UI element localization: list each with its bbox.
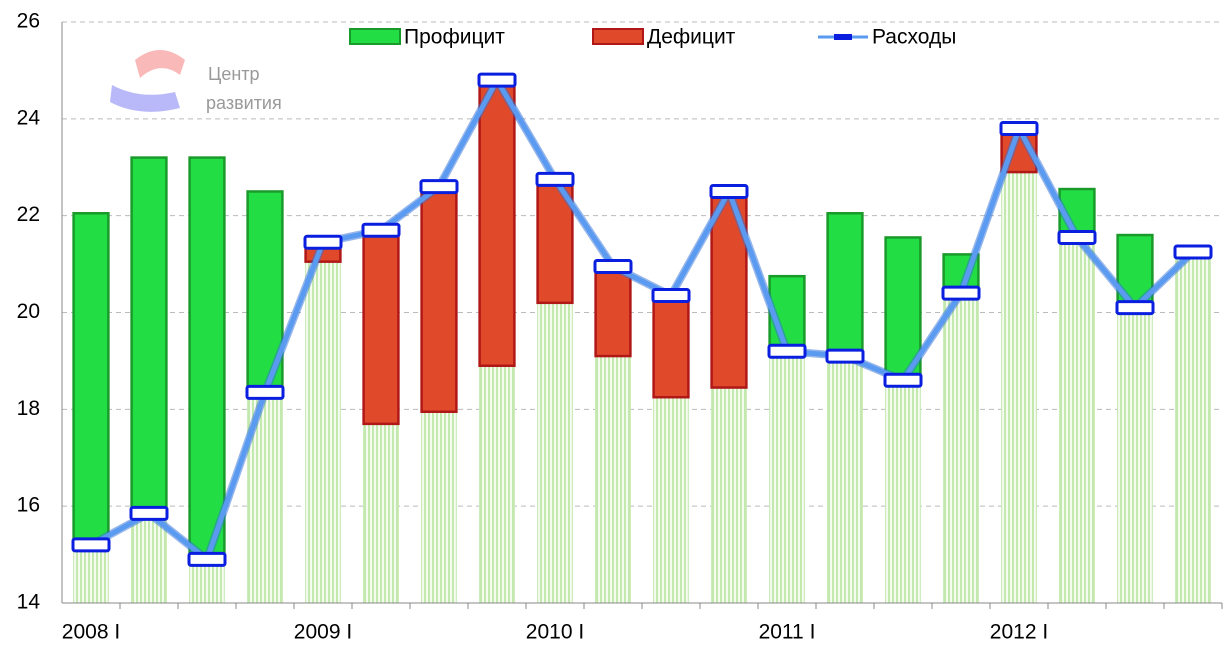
surplus-bar xyxy=(72,211,110,547)
surplus-bar xyxy=(188,156,226,561)
expenditure-marker xyxy=(767,343,807,359)
expenditure-marker xyxy=(419,179,459,195)
expenditure-marker xyxy=(651,288,691,304)
base-bar xyxy=(363,423,399,604)
y-tick-label: 26 xyxy=(17,10,40,33)
surplus-bar xyxy=(826,211,864,358)
x-tick-label: 2009 I xyxy=(294,621,352,644)
expenditure-marker xyxy=(883,372,923,388)
deficit-bar xyxy=(652,294,690,399)
y-tick-label: 24 xyxy=(17,106,41,129)
expenditure-line xyxy=(89,77,1195,562)
deficit-bar xyxy=(420,185,458,414)
legend-label: Расходы xyxy=(872,26,956,49)
legend-swatch xyxy=(349,28,401,45)
deficit-bar xyxy=(478,78,516,368)
y-tick-label: 18 xyxy=(17,397,40,420)
base-bar xyxy=(1001,171,1037,604)
x-tick-label: 2012 I xyxy=(990,621,1048,644)
x-tick-label: 2011 I xyxy=(759,621,816,644)
y-tick-label: 22 xyxy=(17,203,40,226)
base-bar xyxy=(1117,307,1153,604)
expenditure-marker xyxy=(593,259,633,275)
deficit-bar xyxy=(362,228,400,426)
deficit-bar xyxy=(594,265,632,358)
legend-swatch xyxy=(592,28,644,45)
expenditure-marker xyxy=(71,537,111,553)
base-bar xyxy=(421,411,457,604)
y-tick-label: 14 xyxy=(17,591,41,614)
base-bar xyxy=(1175,251,1211,604)
expenditure-marker xyxy=(709,183,749,199)
expenditure-marker xyxy=(1057,229,1097,245)
expenditure-marker xyxy=(1173,244,1213,260)
base-bar xyxy=(827,355,863,604)
base-bar xyxy=(943,292,979,604)
expenditure-marker xyxy=(303,234,343,250)
base-bar xyxy=(769,350,805,604)
expenditure-marker xyxy=(129,505,169,521)
expenditure-marker xyxy=(941,285,981,301)
x-tick-label: 2010 I xyxy=(526,621,584,644)
expenditure-marker xyxy=(999,121,1039,137)
base-bar xyxy=(885,379,921,604)
legend-label: Профицит xyxy=(404,26,505,49)
surplus-bar xyxy=(130,156,168,515)
base-bar xyxy=(653,396,689,604)
legend-label: Дефицит xyxy=(647,26,736,49)
base-bar xyxy=(595,355,631,604)
base-bar xyxy=(73,544,109,604)
logo xyxy=(110,50,185,112)
base-bar xyxy=(1059,236,1095,604)
base-bar xyxy=(711,387,747,604)
expenditure-marker xyxy=(1115,300,1155,316)
base-bar xyxy=(305,261,341,604)
base-bar xyxy=(537,302,573,604)
y-tick-label: 16 xyxy=(17,494,40,517)
expenditure-marker xyxy=(187,551,227,567)
expenditure-marker xyxy=(245,384,285,400)
expenditure-marker xyxy=(361,222,401,238)
legend-swatch xyxy=(834,34,852,40)
base-bar xyxy=(479,365,515,604)
x-tick-label: 2008 I xyxy=(62,621,120,644)
y-tick-label: 20 xyxy=(17,300,40,323)
watermark: Центр xyxy=(208,64,260,84)
expenditure-marker xyxy=(535,171,575,187)
expenditure-marker xyxy=(825,348,865,364)
watermark: развития xyxy=(206,93,282,113)
expenditure-marker xyxy=(477,72,517,88)
